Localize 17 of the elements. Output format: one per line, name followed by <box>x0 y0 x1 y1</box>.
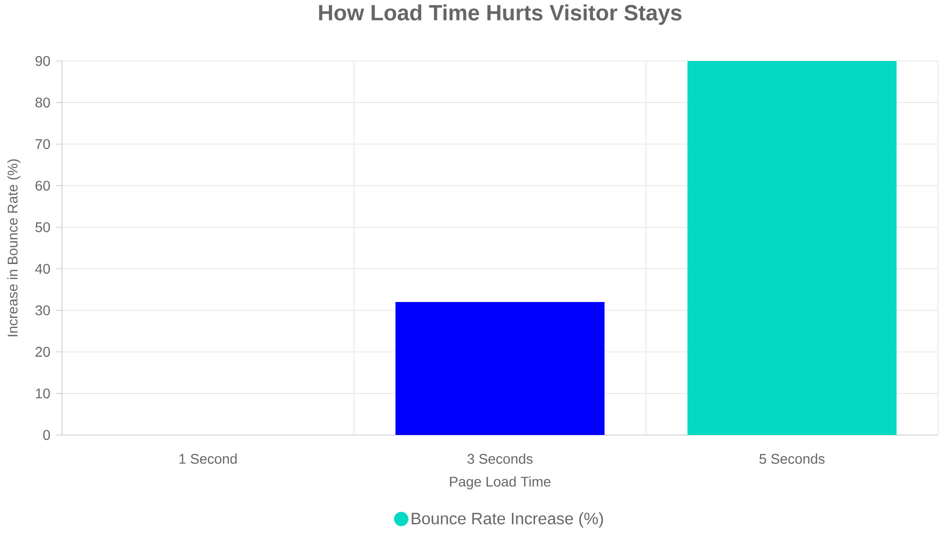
y-tick-label: 40 <box>35 264 50 274</box>
y-tick-label: 10 <box>36 388 50 398</box>
y-tick-label: 80 <box>36 98 50 108</box>
chart-title: How Load Time Hurts Visitor Stays <box>319 4 682 25</box>
y-axis-title: Increase in Bounce Rate (%) <box>7 159 20 336</box>
x-tick-label: 5 Seconds <box>759 454 825 464</box>
x-tick-label: 3 Seconds <box>467 454 533 464</box>
y-tick-label: 20 <box>36 346 50 357</box>
y-tick-label: 0 <box>43 430 50 440</box>
x-tick-label: 1 Second <box>179 454 237 464</box>
y-tick-label: 90 <box>36 56 50 66</box>
y-tick-label: 70 <box>36 139 50 150</box>
legend-label: Bounce Rate Increase (%) <box>412 512 603 528</box>
y-tick-label: 50 <box>35 222 50 232</box>
x-axis-title: Page Load Time <box>450 476 550 490</box>
y-tick-label: 30 <box>35 305 50 316</box>
y-tick-label: 60 <box>36 180 50 191</box>
